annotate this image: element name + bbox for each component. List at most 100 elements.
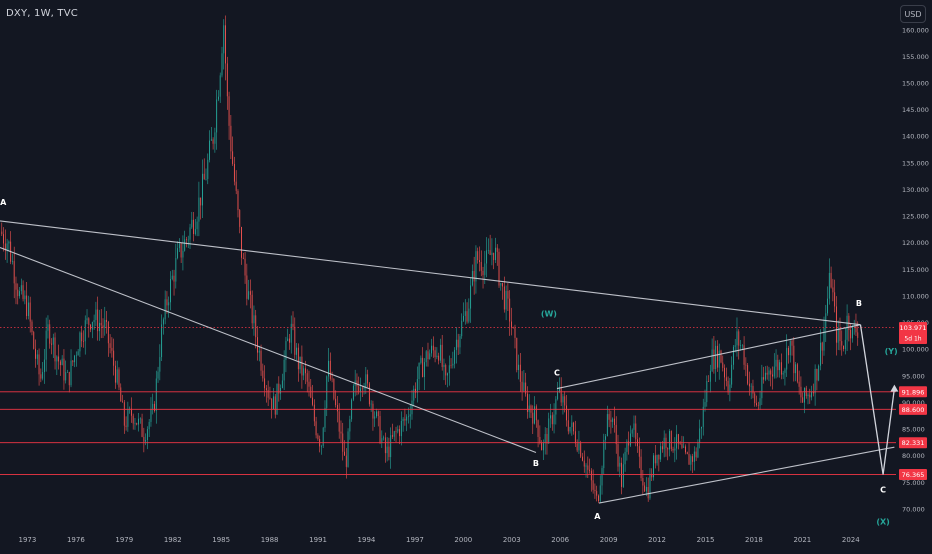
candle-body [294, 326, 296, 355]
candle-body [635, 423, 637, 440]
candle-body [111, 347, 113, 351]
candle-body [532, 412, 534, 424]
candle-body [772, 374, 773, 377]
candle-body [429, 353, 431, 360]
candle-body [267, 390, 269, 398]
candle-body [789, 340, 791, 356]
candle-body [605, 436, 607, 440]
candle-body [313, 404, 315, 422]
candle-body [432, 345, 434, 351]
y-tick-label: 85.000 [902, 426, 925, 434]
candle-body [578, 442, 580, 451]
candle-body [823, 328, 825, 351]
candle-body [79, 332, 81, 352]
candle-body [20, 285, 22, 292]
candle-body [779, 362, 781, 371]
candle-body [795, 364, 797, 374]
candle-body [223, 25, 225, 54]
candle-body [97, 309, 99, 332]
candle-body [367, 374, 369, 384]
price-tag-countdown: 5d 1h [904, 336, 921, 343]
candle-body [708, 381, 710, 382]
candle-body [249, 291, 251, 295]
candle-body [209, 140, 211, 160]
candle-body [173, 275, 175, 282]
candle-body [107, 321, 109, 344]
candle-body [328, 360, 329, 377]
candle-body [699, 428, 701, 443]
candle-body [29, 302, 31, 322]
candle-body [4, 243, 6, 251]
candle-body [61, 358, 63, 366]
candle-body [413, 388, 415, 401]
candle-body [491, 252, 493, 255]
candle-body [296, 347, 298, 355]
price-tag-label: 103.971 [900, 324, 927, 332]
candle-body [70, 360, 72, 386]
candle-body [54, 337, 56, 362]
candle-body [187, 239, 189, 241]
candle-body [81, 332, 83, 342]
candle-body [386, 446, 388, 454]
candle-body [796, 364, 798, 382]
candle-body [368, 383, 370, 405]
candle-body [773, 366, 775, 377]
candle-body [830, 272, 832, 288]
candle-body [407, 416, 409, 418]
candle-body [622, 464, 624, 487]
candle-body [590, 470, 592, 481]
candle-body [692, 456, 694, 462]
candle-body [786, 347, 788, 370]
candle-body [114, 365, 116, 383]
currency-button[interactable]: USD [900, 5, 926, 23]
candle-body [262, 370, 264, 379]
candle-body [454, 349, 456, 364]
candle-body [770, 370, 772, 375]
candle-body [686, 452, 688, 454]
candle-body [148, 421, 150, 430]
candle-body [274, 396, 276, 415]
candle-body [281, 380, 283, 388]
candle-body [36, 354, 38, 359]
candle-body [299, 356, 301, 370]
candle-body [33, 332, 35, 349]
candle-body [507, 290, 509, 299]
candle-body [84, 320, 86, 342]
y-tick-label: 130.000 [902, 186, 929, 194]
candle-body [617, 444, 619, 467]
candle-body [333, 378, 335, 399]
candle-body [855, 324, 857, 333]
candle-body [340, 431, 342, 434]
candle-body [264, 378, 266, 389]
price-tag-label: 82.331 [902, 439, 925, 447]
candle-body [681, 443, 683, 448]
candle-body [422, 357, 424, 378]
candle-body [827, 298, 828, 314]
candle-body [518, 364, 519, 371]
candle-body [443, 364, 445, 367]
candle-body [857, 332, 859, 338]
candle-body [629, 433, 631, 446]
candle-body [219, 75, 221, 97]
candle-body [651, 474, 653, 478]
candle-body [225, 25, 226, 64]
candle-body [610, 419, 612, 422]
candle-body [186, 239, 187, 240]
candle-body [361, 388, 363, 390]
candle-body [423, 362, 425, 378]
candle-body [68, 372, 70, 386]
candle-body [557, 391, 559, 400]
candle-body [157, 371, 159, 379]
candle-body [370, 403, 372, 405]
candle-body [297, 347, 299, 370]
y-tick-label: 140.000 [902, 133, 929, 141]
candle-body [226, 63, 228, 97]
candle-body [139, 418, 141, 420]
candle-body [58, 356, 60, 362]
candle-body [381, 438, 383, 443]
candle-body [72, 360, 74, 363]
candle-body [116, 369, 118, 383]
candle-body [713, 349, 715, 370]
